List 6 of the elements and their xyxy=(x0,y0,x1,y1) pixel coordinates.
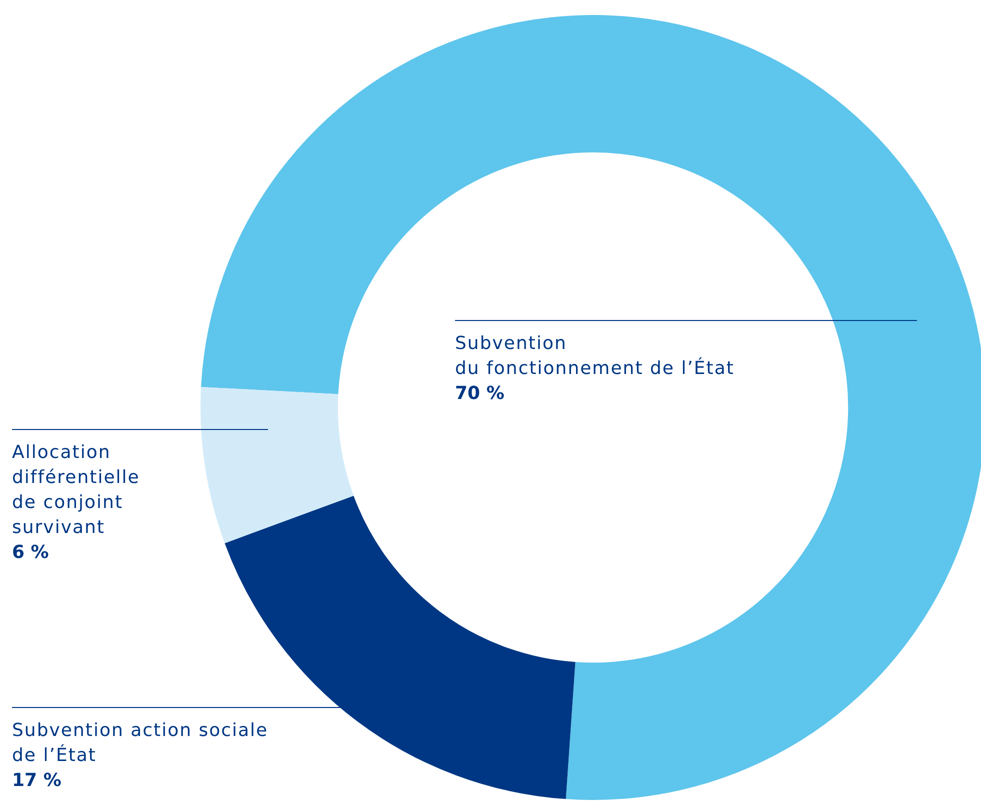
slice-label: Subvention action sociale de l’État xyxy=(12,720,268,766)
slice-label: Allocation différentielle de conjoint survivant xyxy=(12,442,140,538)
slice-label: Subvention du fonctionnement de l’État xyxy=(455,333,734,379)
data-label: 17 % xyxy=(12,769,62,793)
data-label: 6 % xyxy=(12,541,50,565)
data-label: 70 % xyxy=(455,382,506,406)
